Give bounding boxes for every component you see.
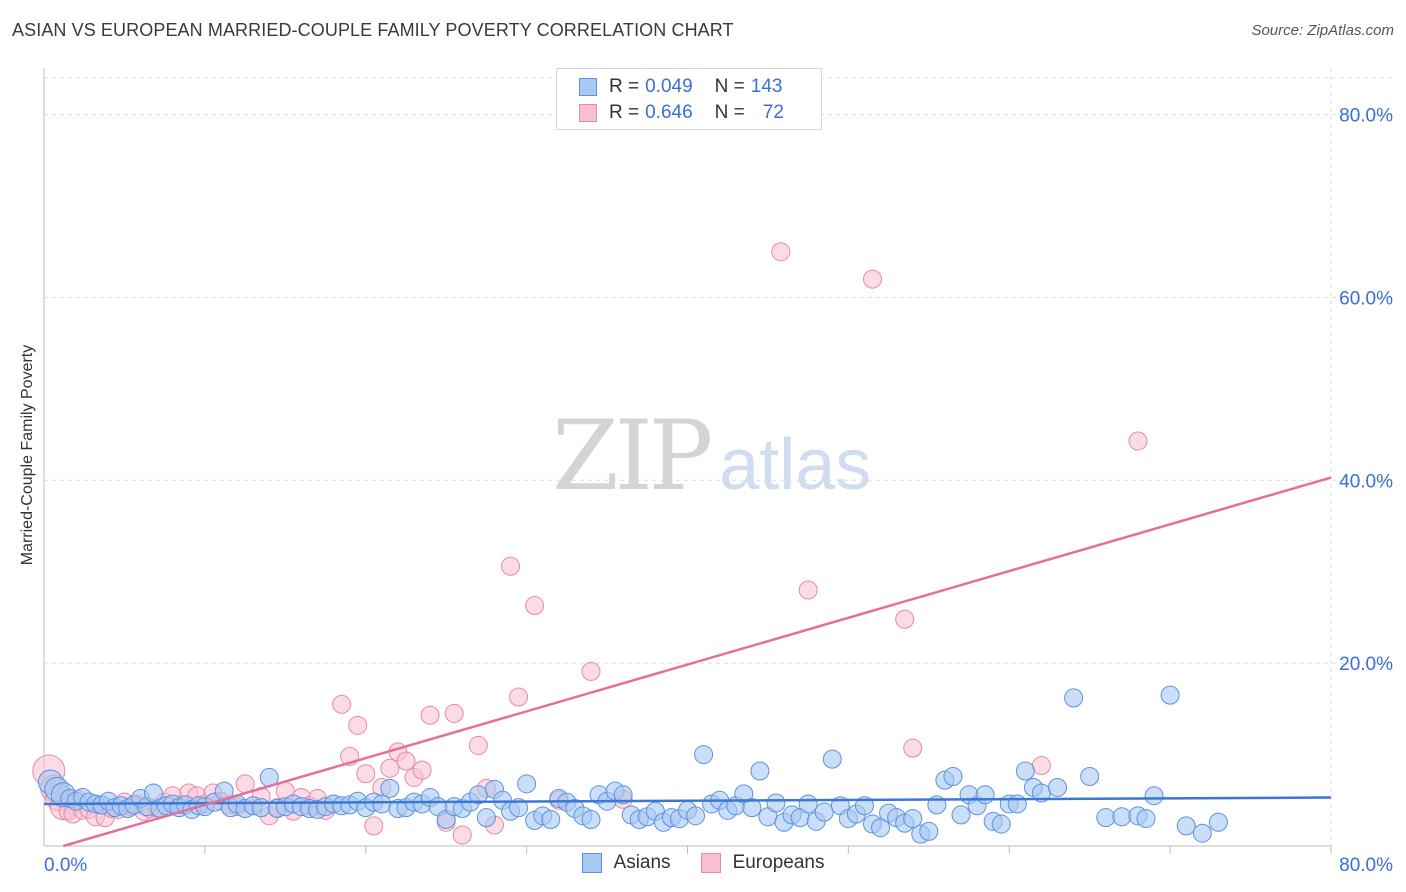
asians-r-value: 0.049 xyxy=(645,76,693,97)
asians-point xyxy=(903,809,923,829)
asians-point xyxy=(822,749,842,769)
asians-point xyxy=(798,794,818,814)
europeans-point xyxy=(798,580,818,600)
asians-point xyxy=(581,809,601,829)
europeans-legend-label: Europeans xyxy=(732,852,825,873)
trend-lines xyxy=(43,476,1332,848)
legend-row-europeans: R = 0.646 N = 72 xyxy=(579,101,784,125)
asians-point xyxy=(1208,812,1228,832)
asians-point xyxy=(742,798,762,818)
europeans-point xyxy=(1128,431,1148,451)
x-tick-label: 0.0% xyxy=(44,855,87,876)
europeans-trend-line xyxy=(62,476,1332,848)
asians-point xyxy=(1144,786,1164,806)
europeans-point xyxy=(412,760,432,780)
asians-point xyxy=(509,798,529,818)
europeans-n-label: N = xyxy=(714,102,745,123)
europeans-point xyxy=(364,816,384,836)
europeans-r-label: R = xyxy=(609,102,640,123)
europeans-point xyxy=(525,596,545,616)
y-tick-label: 80.0% xyxy=(1339,106,1393,127)
x-tick-label: 80.0% xyxy=(1339,855,1393,876)
asians-point xyxy=(1136,809,1156,829)
asians-n-label: N = xyxy=(714,76,745,97)
europeans-point xyxy=(380,758,400,778)
asians-point xyxy=(1096,808,1116,828)
europeans-point xyxy=(452,825,472,845)
legend-item-asians[interactable]: Asians xyxy=(581,852,671,874)
source-credit: Source: ZipAtlas.com xyxy=(1251,22,1394,39)
asians-trend-line xyxy=(43,796,1332,806)
y-tick-label: 20.0% xyxy=(1339,654,1393,675)
asians-point xyxy=(613,785,633,805)
legend-item-europeans[interactable]: Europeans xyxy=(700,852,825,874)
europeans-point xyxy=(420,705,440,725)
asians-point xyxy=(943,767,963,787)
asians-legend-label: Asians xyxy=(613,852,671,873)
asians-point xyxy=(686,806,706,826)
asians-point xyxy=(1176,816,1196,836)
asians-swatch xyxy=(579,78,597,96)
asians-point xyxy=(380,778,400,798)
series-legend: Asians Europeans xyxy=(0,852,1406,874)
asians-point xyxy=(517,774,537,794)
europeans-point xyxy=(581,661,601,681)
europeans-points xyxy=(32,242,1148,845)
asians-point xyxy=(975,785,995,805)
watermark-atlas: atlas xyxy=(719,425,872,505)
europeans-point xyxy=(356,764,376,784)
europeans-point xyxy=(903,738,923,758)
asians-point xyxy=(694,745,714,765)
asians-point xyxy=(251,798,271,818)
asians-point xyxy=(750,761,770,781)
europeans-point xyxy=(332,694,352,714)
asians-point xyxy=(766,793,786,813)
watermark-zip: ZIP xyxy=(552,400,713,512)
watermark: ZIP atlas xyxy=(552,400,871,512)
y-tick-label: 40.0% xyxy=(1339,471,1393,492)
asians-n-value: 143 xyxy=(750,76,783,97)
asians-point xyxy=(1160,685,1180,705)
asians-point xyxy=(1064,688,1084,708)
asians-point xyxy=(1048,777,1068,797)
chart-title: ASIAN VS EUROPEAN MARRIED-COUPLE FAMILY … xyxy=(12,20,734,40)
asians-r-label: R = xyxy=(609,76,640,97)
asians-point xyxy=(951,805,971,825)
europeans-point xyxy=(468,735,488,755)
europeans-r-value: 0.646 xyxy=(645,102,693,123)
europeans-point xyxy=(1031,756,1051,776)
europeans-swatch xyxy=(579,104,597,122)
asians-point xyxy=(541,809,561,829)
asians-point xyxy=(814,802,834,822)
europeans-point xyxy=(509,687,529,707)
legend-row-asians: R = 0.049 N = 143 xyxy=(579,75,782,99)
tick-labels: 20.0% 40.0% 60.0% 80.0% 0.0% 80.0% xyxy=(44,106,1393,876)
europeans-n-value: 72 xyxy=(762,102,784,123)
correlation-legend: R = 0.049 N = 143 R = 0.646 N = 72 xyxy=(556,68,822,130)
asians-point xyxy=(1007,794,1027,814)
asians-point xyxy=(1112,807,1132,827)
asians-point xyxy=(854,796,874,816)
europeans-legend-swatch xyxy=(700,853,721,873)
europeans-point xyxy=(501,556,521,576)
europeans-point xyxy=(895,609,915,629)
europeans-point xyxy=(444,703,464,723)
europeans-point xyxy=(863,269,883,289)
asians-point xyxy=(1015,761,1035,781)
asians-point xyxy=(1080,767,1100,787)
europeans-point xyxy=(396,751,416,771)
asians-point xyxy=(1192,823,1212,843)
asians-point xyxy=(919,821,939,841)
asians-point xyxy=(476,808,496,828)
europeans-point xyxy=(348,715,368,735)
asians-point xyxy=(991,814,1011,834)
asians-point xyxy=(871,818,891,838)
y-tick-label: 60.0% xyxy=(1339,288,1393,309)
europeans-point xyxy=(771,242,791,262)
y-axis-label: Married-Couple Family Poverty xyxy=(19,344,36,566)
asians-legend-swatch xyxy=(581,853,602,873)
axes xyxy=(43,68,1332,854)
